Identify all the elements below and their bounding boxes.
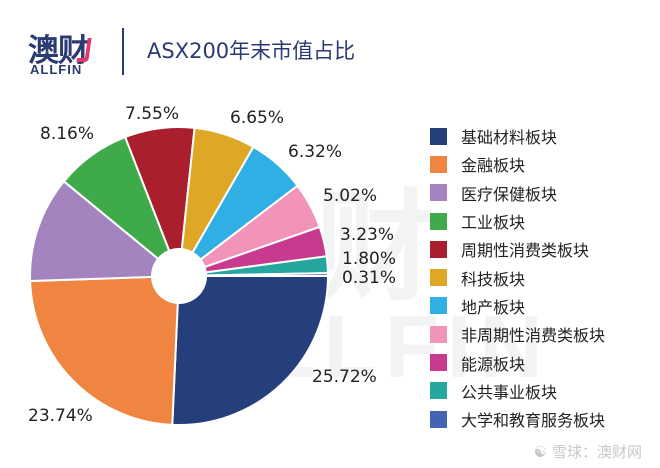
logo-cn: 澳财 — [28, 33, 89, 69]
footer-text: 雪球：澳财网 — [551, 443, 642, 461]
data-label: 6.32% — [288, 142, 343, 162]
legend-swatch — [430, 127, 447, 145]
legend-label: 周期性消费类板块 — [461, 241, 590, 261]
legend-label: 能源板块 — [461, 354, 526, 374]
data-label: 7.55% — [125, 104, 180, 124]
legend-swatch — [430, 155, 447, 173]
chart-title: ASX200年末市值占比 — [147, 39, 356, 63]
legend-label: 医疗保健板块 — [461, 184, 558, 204]
legend-item: 周期性消费类板块 — [430, 235, 605, 263]
legend-item: 科技板块 — [430, 263, 605, 291]
legend: 基础材料板块 金融板块医疗保健板块 工业板块周期性消费类板块 科技板块地产板块非周期性… — [430, 122, 605, 433]
legend-label: 非周期性消费类板块 — [461, 326, 606, 346]
legend-item: 能源板块 — [430, 348, 605, 376]
legend-item: 医疗保健板块 — [430, 179, 605, 207]
legend-item: 大学和教育服务板块 — [430, 405, 605, 433]
legend-label: 大学和教育服务板块 — [461, 411, 606, 431]
legend-item: 金融板块 — [430, 150, 605, 178]
legend-swatch — [430, 325, 447, 343]
data-label: 23.74% — [28, 406, 93, 426]
data-label: 8.16% — [40, 124, 95, 144]
legend-item: 基础材料板块 — [430, 122, 605, 150]
legend-swatch — [430, 184, 447, 202]
legend-label: 基础材料板块 — [461, 128, 558, 148]
header: 澳财 ALLFIN ASX200年末市值占比 — [0, 0, 660, 90]
legend-swatch — [430, 297, 447, 315]
data-label: 25.72% — [312, 367, 377, 387]
pie-slice — [29, 179, 182, 283]
legend-label: 工业板块 — [461, 213, 526, 233]
pie-slice — [29, 274, 181, 426]
legend-item: 工业板块 — [430, 207, 605, 235]
legend-swatch — [430, 382, 447, 400]
legend-swatch — [430, 240, 447, 258]
xueqiu-logo-icon: ☯ — [533, 443, 548, 461]
legend-label: 金融板块 — [461, 156, 526, 176]
pie-slice — [178, 272, 330, 277]
legend-label: 科技板块 — [461, 269, 526, 289]
legend-item: 公共事业板块 — [430, 377, 605, 405]
legend-swatch — [430, 410, 447, 428]
data-label: 3.23% — [340, 225, 395, 245]
legend-swatch — [430, 354, 447, 372]
data-label: 6.65% — [230, 108, 285, 128]
legend-item: 非周期性消费类板块 — [430, 320, 605, 348]
legend-swatch — [430, 269, 447, 287]
legend-label: 地产板块 — [461, 297, 526, 317]
logo-en: ALLFIN — [30, 62, 83, 77]
legend-label: 公共事业板块 — [461, 382, 558, 402]
legend-item: 地产板块 — [430, 292, 605, 320]
pie-hole — [151, 248, 207, 304]
legend-swatch — [430, 212, 447, 230]
data-label: 0.31% — [342, 268, 397, 288]
header-divider — [122, 28, 124, 75]
pie-slice — [171, 275, 330, 426]
data-label: 5.02% — [323, 186, 378, 206]
footer: ☯ 雪球：澳财网 — [534, 441, 642, 462]
data-label: 1.80% — [342, 249, 397, 269]
